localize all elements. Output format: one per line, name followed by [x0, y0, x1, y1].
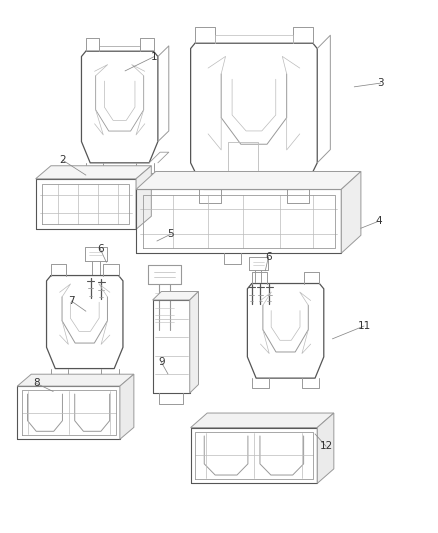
Text: 8: 8: [33, 378, 40, 389]
Polygon shape: [191, 413, 334, 427]
Text: 3: 3: [377, 78, 384, 88]
Text: 12: 12: [319, 441, 332, 451]
Text: 5: 5: [168, 229, 174, 239]
Polygon shape: [341, 172, 361, 253]
Polygon shape: [317, 413, 334, 483]
Text: 2: 2: [60, 155, 66, 165]
Polygon shape: [35, 166, 151, 179]
Polygon shape: [136, 166, 151, 229]
Polygon shape: [17, 374, 134, 386]
Text: 4: 4: [375, 216, 381, 227]
Polygon shape: [190, 292, 198, 393]
Text: 11: 11: [357, 321, 371, 331]
Text: 1: 1: [151, 52, 158, 61]
Polygon shape: [120, 374, 134, 439]
Text: 9: 9: [158, 357, 165, 367]
Text: 6: 6: [97, 244, 103, 254]
Text: 7: 7: [68, 296, 75, 306]
Polygon shape: [136, 172, 361, 189]
Text: 6: 6: [265, 253, 272, 262]
Polygon shape: [152, 292, 198, 300]
